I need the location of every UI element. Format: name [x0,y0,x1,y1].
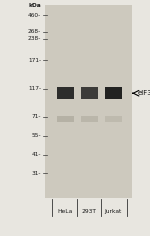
Text: 55-: 55- [32,133,41,138]
Bar [57,87,74,99]
Text: eIF3B: eIF3B [137,90,150,96]
Text: 171-: 171- [28,58,41,63]
Text: Jurkat: Jurkat [105,209,122,214]
Text: kDa: kDa [28,3,41,8]
Text: 41-: 41- [32,152,41,157]
Text: 293T: 293T [82,209,97,214]
Text: 117-: 117- [28,86,41,91]
Text: 71-: 71- [32,114,41,119]
Bar [81,116,98,122]
Bar [105,116,122,122]
Bar [81,87,98,99]
Text: 268-: 268- [28,29,41,34]
Bar [57,116,74,122]
Text: 460-: 460- [28,13,41,18]
Bar [45,5,132,198]
Text: HeLa: HeLa [58,209,73,214]
Bar [105,87,122,99]
Text: 31-: 31- [32,171,41,176]
Text: 238-: 238- [28,36,41,42]
